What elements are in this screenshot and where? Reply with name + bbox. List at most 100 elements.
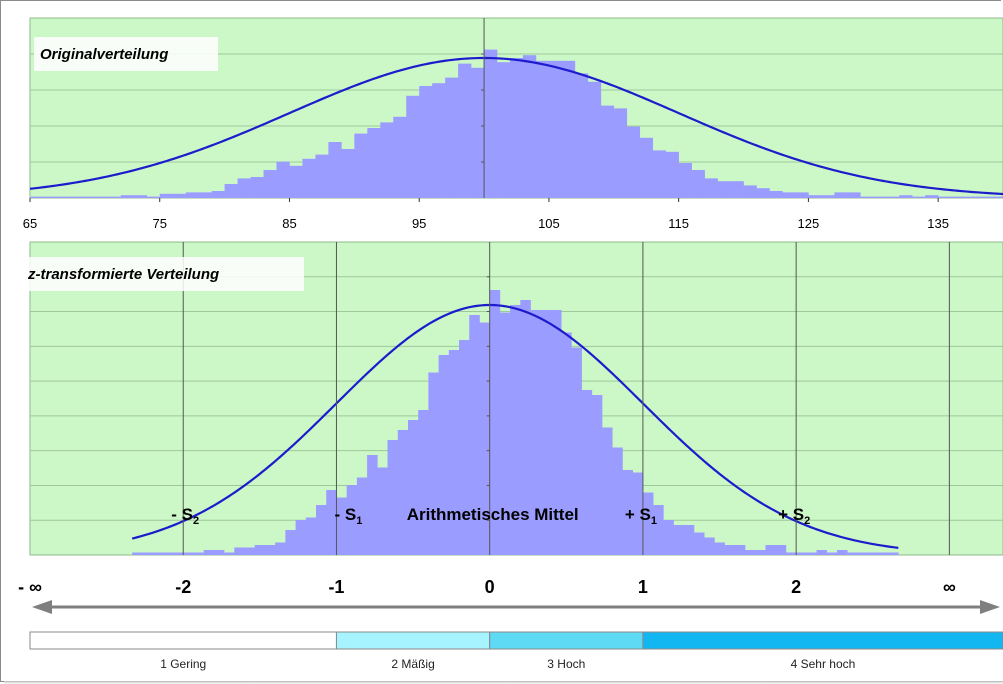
histogram-bar xyxy=(377,468,388,556)
histogram-bar xyxy=(536,61,549,198)
histogram-bar xyxy=(408,420,419,555)
histogram-bar xyxy=(296,520,307,555)
histogram-bar xyxy=(640,138,653,198)
x-tick-label: 85 xyxy=(282,216,296,231)
histogram-bar xyxy=(380,122,393,198)
histogram-bar xyxy=(592,395,603,555)
histogram-bar xyxy=(458,64,471,198)
histogram-bar xyxy=(471,68,484,198)
z-panel: z-transformierte Verteilung - S2 - S1 Arith… xyxy=(18,242,1003,597)
histogram-bar xyxy=(627,127,640,198)
z-tick-label: -2 xyxy=(175,577,191,597)
histogram-bar xyxy=(354,134,367,198)
histogram-bar xyxy=(302,159,315,198)
histogram-bar xyxy=(56,197,69,198)
histogram-bar xyxy=(445,78,458,198)
category-scale: 1 Gering 2 Mäßig 3 Hoch 4 Sehr hoch xyxy=(30,632,1003,671)
category-label: 4 Sehr hoch xyxy=(791,657,856,671)
sd-annotation: Arithmetisches Mittel xyxy=(407,505,579,524)
histogram-bar xyxy=(419,86,432,198)
histogram-bar xyxy=(289,166,302,198)
histogram-bar xyxy=(193,553,204,556)
histogram-bar xyxy=(163,553,174,556)
histogram-bar xyxy=(142,553,153,556)
histogram-bar xyxy=(765,545,776,555)
histogram-bar xyxy=(776,545,787,555)
histogram-bar xyxy=(523,55,536,198)
histogram-bar xyxy=(786,553,797,556)
histogram-bar xyxy=(510,58,523,198)
histogram-bar xyxy=(265,545,276,555)
histogram-bar xyxy=(806,553,817,556)
histogram-bar xyxy=(614,108,627,198)
histogram-bar xyxy=(432,83,445,198)
histogram-bar xyxy=(588,82,601,198)
histogram-bar xyxy=(653,505,664,555)
histogram-bar xyxy=(214,550,225,555)
histogram-bar xyxy=(731,181,744,198)
histogram-bar xyxy=(694,533,705,556)
histogram-bar xyxy=(255,545,266,555)
category-band xyxy=(336,632,489,649)
histogram-bar xyxy=(449,350,460,555)
histogram-bar xyxy=(108,197,121,198)
histogram-bar xyxy=(367,128,380,198)
histogram-bar xyxy=(837,550,848,555)
histogram-bar xyxy=(912,197,925,198)
histogram-bar xyxy=(328,142,341,198)
histogram-bar xyxy=(899,195,912,198)
histogram-bar xyxy=(439,355,450,555)
histogram-bar xyxy=(878,553,889,556)
histogram-bar xyxy=(601,106,614,198)
x-tick-label: 135 xyxy=(927,216,949,231)
histogram-bar xyxy=(199,192,212,198)
histogram-bar xyxy=(173,553,184,556)
histogram-bar xyxy=(224,553,235,556)
histogram-bar xyxy=(666,152,679,198)
histogram-bar xyxy=(602,428,613,556)
histogram-bar xyxy=(428,373,439,556)
histogram-bar xyxy=(795,192,808,198)
histogram-bar xyxy=(582,390,593,555)
x-tick-label: 75 xyxy=(152,216,166,231)
histogram-bar xyxy=(925,195,938,198)
histogram-bar xyxy=(275,543,286,556)
histogram-bar xyxy=(663,520,674,555)
histogram-bar xyxy=(225,184,238,198)
z-tick-label: - ∞ xyxy=(18,577,42,597)
histogram-bar xyxy=(817,550,828,555)
histogram-bar xyxy=(951,197,964,198)
histogram-bar xyxy=(834,192,847,198)
category-label: 2 Mäßig xyxy=(391,657,434,671)
histogram-bar xyxy=(964,197,977,198)
histogram-bar xyxy=(796,553,807,556)
histogram-bar xyxy=(484,50,497,198)
histogram-bar xyxy=(147,197,160,198)
histogram-bar xyxy=(204,550,215,555)
histogram-bar xyxy=(367,455,378,555)
histogram-bar xyxy=(251,177,264,198)
histogram-bar xyxy=(276,162,289,198)
histogram-bar xyxy=(888,553,899,556)
z-tick-label: 0 xyxy=(485,577,495,597)
histogram-bar xyxy=(847,553,858,556)
histogram-bar xyxy=(315,155,328,198)
histogram-bar xyxy=(95,197,108,198)
chart-title: z-transformierte Verteilung xyxy=(27,266,219,283)
z-tick-label: -1 xyxy=(328,577,344,597)
x-tick-label: 115 xyxy=(668,216,689,231)
histogram-bar xyxy=(575,73,588,198)
category-band xyxy=(30,632,336,649)
histogram-bar xyxy=(183,553,194,556)
histogram-bar xyxy=(868,553,879,556)
category-band xyxy=(643,632,1003,649)
histogram-bar xyxy=(69,197,82,198)
histogram-bar xyxy=(212,191,225,198)
histogram-bar xyxy=(121,195,134,198)
histogram-bar xyxy=(43,197,56,198)
histogram-bar xyxy=(549,61,562,198)
histogram-bar xyxy=(692,170,705,198)
histogram-bar xyxy=(497,62,510,198)
histogram-bar xyxy=(821,195,834,198)
histogram-bar xyxy=(406,96,419,198)
